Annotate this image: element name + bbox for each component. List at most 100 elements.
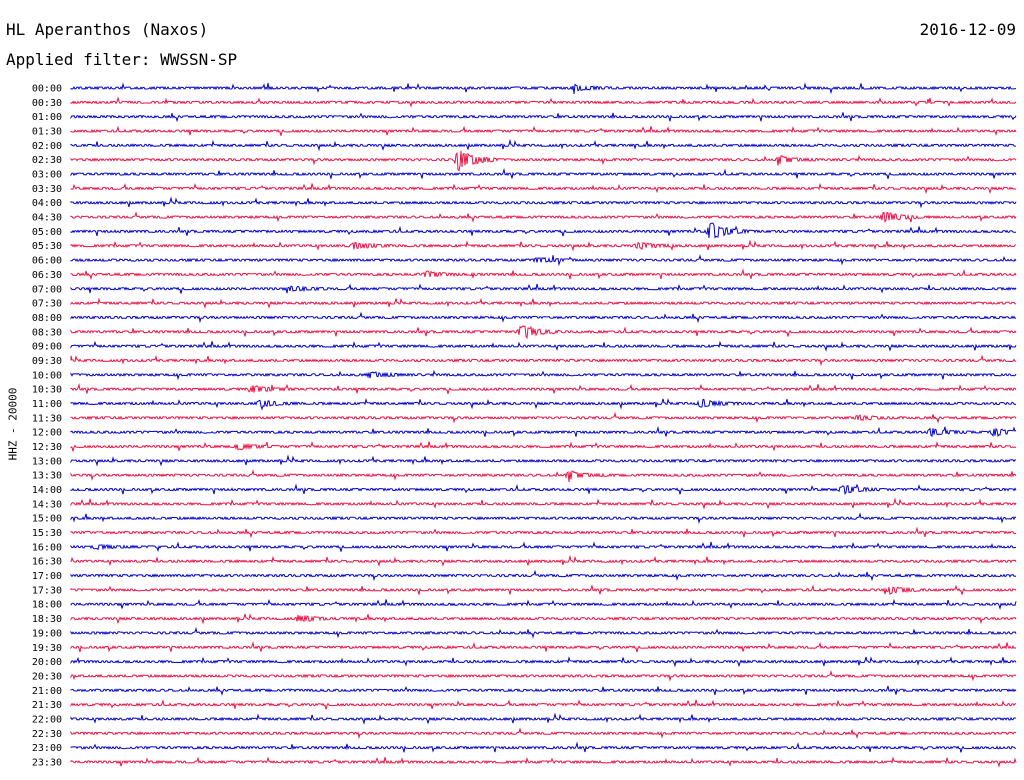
seismic-trace xyxy=(70,254,1017,267)
seismic-trace xyxy=(70,685,1017,696)
time-tick-label: 16:00 xyxy=(32,542,62,553)
seismic-trace xyxy=(70,712,1017,725)
seismic-trace xyxy=(70,584,1017,596)
time-tick-label: 14:00 xyxy=(32,485,62,496)
time-tick-label: 12:00 xyxy=(32,428,62,439)
seismic-trace xyxy=(70,541,1017,553)
time-tick-label: 10:30 xyxy=(32,385,62,396)
time-tick-label: 02:30 xyxy=(32,155,62,166)
seismic-trace xyxy=(70,656,1017,668)
seismic-trace xyxy=(70,112,1017,123)
seismic-trace xyxy=(70,311,1017,324)
seismic-trace xyxy=(70,138,1017,152)
seismic-trace xyxy=(70,699,1016,710)
seismic-trace xyxy=(70,454,1017,467)
time-tick-label: 18:00 xyxy=(32,600,62,611)
time-tick-label: 10:00 xyxy=(32,370,62,381)
seismic-trace xyxy=(70,670,1017,682)
time-tick-label: 13:00 xyxy=(32,456,62,467)
seismic-trace xyxy=(70,182,1017,195)
seismic-trace xyxy=(70,626,1017,639)
seismic-trace xyxy=(70,125,1017,136)
time-tick-label: 19:00 xyxy=(32,628,62,639)
time-tick-label: 12:30 xyxy=(32,442,62,453)
seismic-trace xyxy=(70,569,1017,582)
time-tick-label: 05:30 xyxy=(32,241,62,252)
seismic-trace xyxy=(70,196,1017,209)
time-tick-label: 15:00 xyxy=(32,514,62,525)
seismic-trace xyxy=(70,741,1017,753)
seismic-trace xyxy=(70,526,1017,539)
time-tick-label: 01:30 xyxy=(32,127,62,138)
seismic-trace xyxy=(70,297,1017,309)
time-tick-label: 07:30 xyxy=(32,299,62,310)
seismic-trace xyxy=(70,325,1017,340)
time-tick-label: 23:00 xyxy=(32,743,62,754)
time-tick-label: 13:30 xyxy=(32,471,62,482)
seismic-trace xyxy=(70,756,1017,768)
time-tick-label: 06:00 xyxy=(32,256,62,267)
seismic-trace xyxy=(70,354,1017,367)
seismic-trace xyxy=(70,598,1017,611)
time-tick-label: 11:00 xyxy=(32,399,62,410)
seismic-trace xyxy=(70,497,1017,510)
seismic-trace xyxy=(70,82,1017,95)
station-title: HL Aperanthos (Naxos) xyxy=(6,20,209,39)
time-tick-label: 00:00 xyxy=(32,84,62,95)
time-tick-label: 04:00 xyxy=(32,198,62,209)
time-tick-label: 20:30 xyxy=(32,671,62,682)
time-tick-label: 01:00 xyxy=(32,112,62,123)
filter-label: Applied filter: WWSSN-SP xyxy=(6,50,238,69)
seismic-trace xyxy=(70,469,1017,483)
time-tick-label: 16:30 xyxy=(32,557,62,568)
time-tick-label: 22:00 xyxy=(32,714,62,725)
seismic-trace xyxy=(70,397,1017,411)
time-tick-label: 08:30 xyxy=(32,327,62,338)
seismic-trace xyxy=(70,340,1017,352)
time-tick-label: 23:30 xyxy=(32,757,62,768)
time-tick-label: 21:00 xyxy=(32,686,62,697)
seismic-trace xyxy=(70,239,1017,252)
seismic-trace xyxy=(70,613,1017,625)
seismic-trace xyxy=(70,411,1017,424)
seismic-trace xyxy=(70,425,1017,438)
seismic-trace xyxy=(70,211,1017,223)
time-tick-label: 09:30 xyxy=(32,356,62,367)
time-tick-label: 03:00 xyxy=(32,170,62,181)
seismic-trace xyxy=(70,441,1017,452)
seismic-trace xyxy=(70,369,1017,381)
time-tick-label: 18:30 xyxy=(32,614,62,625)
seismic-trace xyxy=(70,727,1017,740)
seismic-trace xyxy=(70,512,1017,525)
seismic-trace xyxy=(70,554,1017,568)
seismic-trace xyxy=(70,268,1017,281)
time-tick-label: 05:00 xyxy=(32,227,62,238)
seismic-trace xyxy=(70,150,1017,172)
time-tick-label: 22:30 xyxy=(32,729,62,740)
time-tick-label: 15:30 xyxy=(32,528,62,539)
time-tick-label: 00:30 xyxy=(32,98,62,109)
seismic-trace xyxy=(70,167,1017,179)
seismic-trace xyxy=(70,483,1017,496)
time-tick-label: 19:30 xyxy=(32,643,62,654)
time-tick-label: 07:00 xyxy=(32,284,62,295)
time-tick-label: 21:30 xyxy=(32,700,62,711)
seismic-trace xyxy=(70,641,1017,653)
time-tick-label: 11:30 xyxy=(32,413,62,424)
chart-date: 2016-12-09 xyxy=(919,20,1016,39)
time-tick-label: 17:30 xyxy=(32,585,62,596)
seismic-trace xyxy=(70,283,1017,294)
time-tick-label: 14:30 xyxy=(32,499,62,510)
time-tick-label: 08:00 xyxy=(32,313,62,324)
time-tick-label: 17:00 xyxy=(32,571,62,582)
time-tick-label: 06:30 xyxy=(32,270,62,281)
seismic-trace xyxy=(70,222,1017,239)
time-tick-label: 02:00 xyxy=(32,141,62,152)
seismic-trace xyxy=(70,382,1017,395)
time-tick-label: 04:30 xyxy=(32,213,62,224)
time-tick-label: 20:00 xyxy=(32,657,62,668)
time-tick-label: 09:00 xyxy=(32,342,62,353)
seismic-trace xyxy=(70,96,1017,108)
time-tick-label: 03:30 xyxy=(32,184,62,195)
